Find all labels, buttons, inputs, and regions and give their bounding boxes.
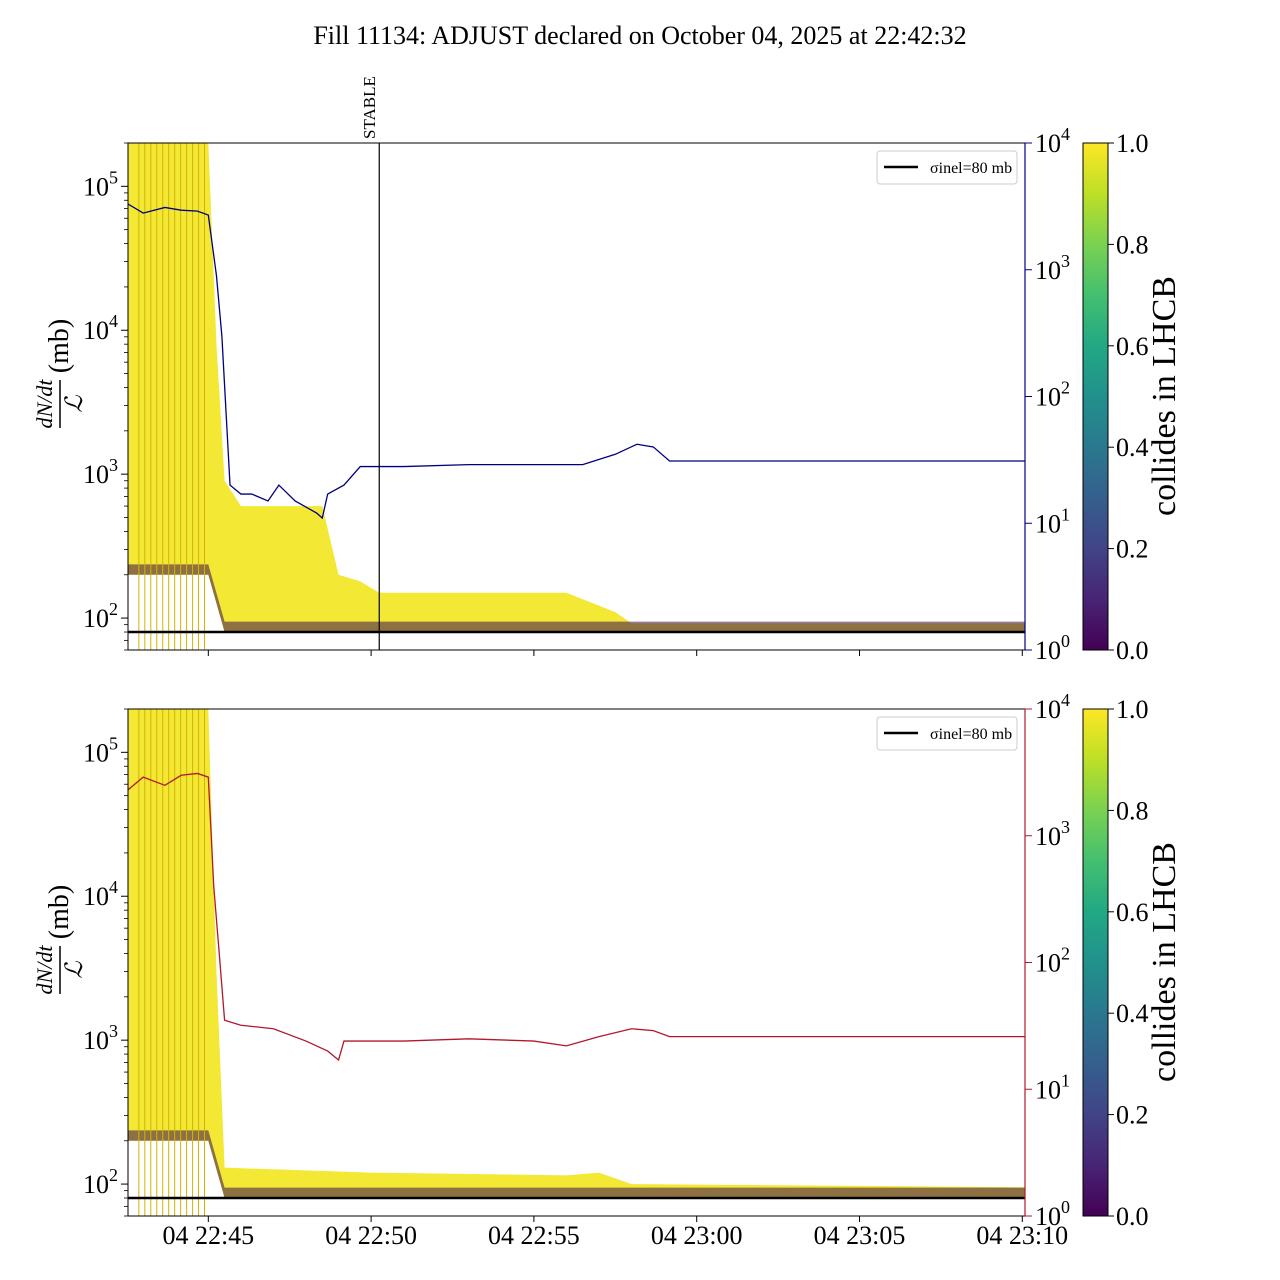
bottom-right-series bbox=[128, 772, 1025, 1062]
right-tick-label: 103 bbox=[1035, 251, 1070, 285]
x-tick-label: 04 22:55 bbox=[488, 1221, 580, 1250]
right-tick-label: 100 bbox=[1035, 631, 1070, 665]
svg-text:(mb): (mb) bbox=[44, 319, 75, 373]
colorbar-tick-label: 0.2 bbox=[1116, 535, 1149, 564]
top-colorbar: 0.0 0.2 0.4 0.6 0.8 1.0 collides in LHCB bbox=[1082, 129, 1183, 665]
top-right-axis: 100 101 102 103 104 bbox=[1024, 124, 1070, 665]
left-tick-label: 103 bbox=[83, 455, 118, 489]
left-tick-label: 102 bbox=[83, 599, 118, 633]
x-tick-label: 04 23:10 bbox=[976, 1221, 1068, 1250]
right-tick-label: 100 bbox=[1035, 1197, 1070, 1231]
bottom-legend-entry: σinel=80 mb bbox=[930, 726, 1012, 743]
top-x-axis bbox=[207, 650, 1023, 656]
left-tick-label: 103 bbox=[83, 1021, 118, 1055]
left-tick-label: 104 bbox=[83, 877, 118, 911]
colorbar-tick-label: 0.2 bbox=[1116, 1101, 1149, 1130]
top-bunch-envelope bbox=[128, 143, 1025, 633]
right-tick-label: 101 bbox=[1035, 1070, 1070, 1104]
right-tick-label: 104 bbox=[1035, 124, 1070, 158]
left-tick-label: 105 bbox=[83, 733, 118, 767]
top-spikes bbox=[138, 143, 206, 650]
bottom-right-axis: 100 101 102 103 104 bbox=[1024, 690, 1070, 1231]
right-tick-label: 101 bbox=[1035, 504, 1070, 538]
x-tick-label: 04 23:05 bbox=[814, 1221, 906, 1250]
svg-text:dN/dt: dN/dt bbox=[32, 945, 57, 995]
colorbar-tick-label: 0.0 bbox=[1116, 1202, 1149, 1231]
svg-text:dN/dt: dN/dt bbox=[32, 379, 57, 429]
bottom-legend: σinel=80 mb bbox=[876, 716, 1018, 751]
svg-text:ℒ: ℒ bbox=[62, 961, 88, 979]
top-right-series bbox=[128, 203, 1025, 520]
bunch-envelope-low bbox=[128, 564, 1025, 633]
figure-title: Fill 11134: ADJUST declared on October 0… bbox=[313, 21, 966, 50]
colorbar-tick-label: 0.4 bbox=[1116, 999, 1149, 1028]
right-tick-label: 104 bbox=[1035, 690, 1070, 724]
colorbar-tick-label: 0.6 bbox=[1116, 898, 1149, 927]
x-tick-label: 04 23:00 bbox=[651, 1221, 743, 1250]
left-tick-label: 104 bbox=[83, 311, 118, 345]
top-left-axis: 102 103 104 105 bbox=[83, 142, 128, 651]
left-tick-label: 105 bbox=[83, 167, 118, 201]
right-tick-label: 102 bbox=[1035, 944, 1070, 978]
x-tick-label: 04 22:50 bbox=[325, 1221, 417, 1250]
svg-text:ℒ: ℒ bbox=[62, 395, 88, 413]
bottom-y-label: dN/dt ℒ (mb) bbox=[32, 885, 88, 995]
colorbar-tick-label: 0.8 bbox=[1116, 796, 1149, 825]
colorbar-tick-label: 1.0 bbox=[1116, 695, 1149, 724]
bottom-plot-frame bbox=[127, 708, 1026, 1217]
bunch-envelope-high bbox=[128, 709, 1025, 1199]
left-tick-label: 102 bbox=[83, 1165, 118, 1199]
top-legend-entry: σinel=80 mb bbox=[930, 160, 1012, 177]
bunch-envelope-high bbox=[128, 143, 1025, 633]
top-y-label: dN/dt ℒ (mb) bbox=[32, 319, 88, 429]
top-legend: σinel=80 mb bbox=[876, 150, 1018, 185]
bottom-colorbar-label: collides in LHCB bbox=[1146, 842, 1183, 1082]
bottom-colorbar: 0.0 0.2 0.4 0.6 0.8 1.0 collides in LHCB bbox=[1082, 695, 1183, 1231]
bottom-spikes bbox=[138, 709, 206, 1216]
colorbar-tick-label: 0.0 bbox=[1116, 636, 1149, 665]
top-colorbar-label: collides in LHCB bbox=[1146, 276, 1183, 516]
stable-marker-label: STABLE bbox=[360, 76, 379, 139]
colorbar-tick-label: 1.0 bbox=[1116, 129, 1149, 158]
top-panel: STABLE 102 103 104 105 100 101 102 103 104 dN/d… bbox=[32, 76, 1070, 665]
bunch-envelope-low bbox=[128, 1130, 1025, 1199]
svg-text:(mb): (mb) bbox=[44, 885, 75, 939]
colorbar-tick-label: 0.6 bbox=[1116, 332, 1149, 361]
right-tick-label: 103 bbox=[1035, 817, 1070, 851]
colorbar-tick-label: 0.8 bbox=[1116, 230, 1149, 259]
bottom-x-axis: 04 22:45 04 22:50 04 22:55 04 23:00 04 23:05… bbox=[162, 1216, 1068, 1250]
colorbar-tick-label: 0.4 bbox=[1116, 433, 1149, 462]
bottom-left-axis: 102 103 104 105 bbox=[83, 708, 128, 1217]
bottom-bunch-envelope bbox=[128, 709, 1025, 1199]
right-tick-label: 102 bbox=[1035, 378, 1070, 412]
x-tick-label: 04 22:45 bbox=[162, 1221, 254, 1250]
